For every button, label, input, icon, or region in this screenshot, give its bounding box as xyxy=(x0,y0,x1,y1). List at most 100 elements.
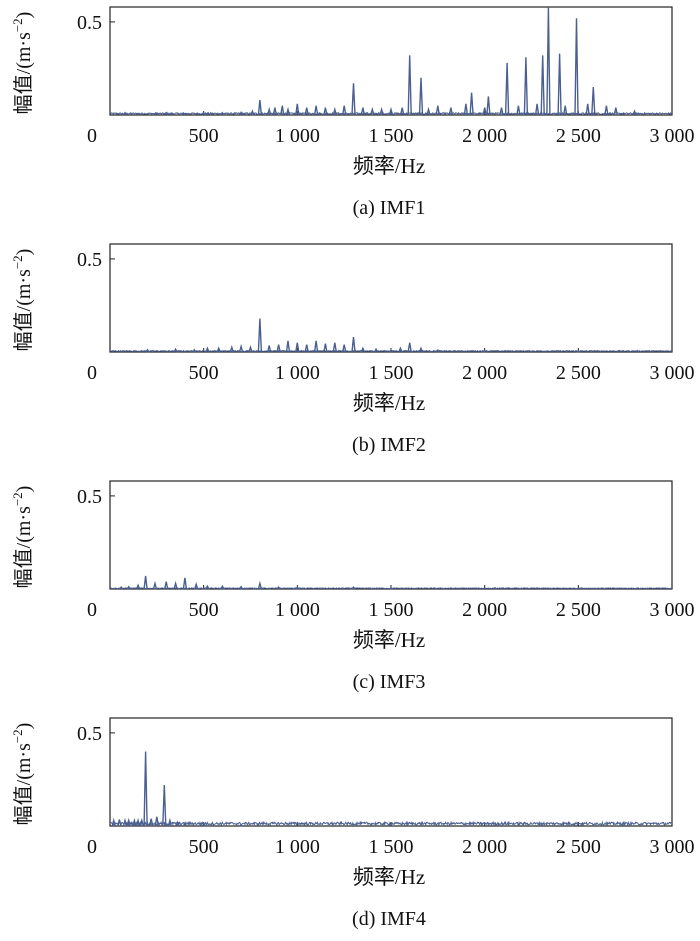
y-axis-label: 幅值/(m·s−2) xyxy=(10,486,35,589)
spectrum-peak xyxy=(276,585,281,590)
x-tick-label: 2 500 xyxy=(556,125,601,147)
spectrum-peak xyxy=(250,109,255,116)
spectrum-peak xyxy=(139,817,144,827)
spectrum-peak xyxy=(342,344,347,353)
spectrum-peak xyxy=(239,585,244,590)
spectrum-peak xyxy=(285,106,291,116)
plot-frame xyxy=(109,717,673,827)
x-tick-label: 0 xyxy=(87,362,97,384)
plot-frame xyxy=(109,243,673,353)
y-tick-label: 0.5 xyxy=(77,249,102,271)
spectrum-peak xyxy=(220,584,225,590)
spectrum-peak xyxy=(216,346,221,353)
spectrum-peak xyxy=(117,819,122,827)
spectrum-peak xyxy=(313,340,319,353)
spectrum-peak xyxy=(486,96,491,116)
spectrum-peak xyxy=(351,585,356,590)
spectrum-peak xyxy=(164,111,169,116)
spectrum-peak xyxy=(379,106,384,116)
spectrum-peak xyxy=(499,107,504,116)
plot-frame xyxy=(109,480,673,590)
spectrum-peak xyxy=(205,584,210,590)
spectrum-peak xyxy=(563,105,568,116)
x-tick-label: 500 xyxy=(189,836,219,858)
spectrum-peak xyxy=(111,817,116,827)
spectrum-peak xyxy=(162,784,167,827)
spectrum-peak xyxy=(342,105,347,116)
spectrum-peak xyxy=(182,577,188,590)
spectrum-peak xyxy=(435,105,440,116)
x-tick-label: 1 500 xyxy=(369,362,414,384)
spectrum-peak xyxy=(154,111,159,116)
x-tick-label: 1 500 xyxy=(369,125,414,147)
spectrum-peak xyxy=(534,103,540,116)
spectrum-peak xyxy=(389,587,393,590)
spectrum-peak xyxy=(267,106,272,116)
x-tick-label: 500 xyxy=(189,125,219,147)
spectrum-peak xyxy=(332,342,337,353)
spectrum-peak xyxy=(152,580,158,590)
spectrum-peak xyxy=(285,340,291,353)
spectrum-peak xyxy=(388,106,394,116)
x-tick-label: 500 xyxy=(189,362,219,384)
spectrum-peak xyxy=(267,345,272,353)
spectrum-peak xyxy=(463,103,469,116)
spectrum-peak xyxy=(132,817,137,827)
x-tick-label: 2 000 xyxy=(462,599,507,621)
spectrum-peak xyxy=(604,105,609,116)
spectrum-peak xyxy=(167,817,173,827)
y-tick-label: 0.5 xyxy=(77,486,102,508)
spectrum-peak xyxy=(276,344,281,353)
spectrum-peak xyxy=(280,105,285,116)
spectrum-peak xyxy=(201,111,206,116)
x-tick-label: 2 000 xyxy=(462,362,507,384)
spectrum-peak xyxy=(295,342,300,353)
spectrum-peak xyxy=(304,107,309,116)
x-tick-label: 1 000 xyxy=(275,836,320,858)
spectrum-peak xyxy=(173,347,178,353)
spectrum-peak xyxy=(516,105,521,116)
spectrum-peak xyxy=(295,103,300,116)
spectrum-peak xyxy=(523,57,529,116)
spectrum-peak xyxy=(122,111,128,116)
x-tick-label: 1 000 xyxy=(275,362,320,384)
spectrum-peak xyxy=(482,349,487,353)
spectrum-peak xyxy=(398,346,403,353)
spectrum-peak xyxy=(304,344,309,353)
x-tick-label: 2 000 xyxy=(462,836,507,858)
spectrum-peak xyxy=(546,6,551,116)
panel-caption: (c) IMF3 xyxy=(353,671,426,693)
x-axis-label: 频率/Hz xyxy=(353,865,425,889)
spectrum-peak xyxy=(323,107,328,116)
x-tick-label: 2 500 xyxy=(556,836,601,858)
panel-caption: (a) IMF1 xyxy=(353,197,426,219)
spectrum-peak xyxy=(418,346,424,353)
x-tick-label: 0 xyxy=(87,599,97,621)
spectrum-peak xyxy=(591,87,596,116)
spectrum-peak xyxy=(388,348,394,353)
spectrum-peak xyxy=(448,107,454,116)
spectrum-peak xyxy=(585,103,590,116)
spectrum-peak xyxy=(182,821,188,827)
spectrum-peak xyxy=(164,581,169,590)
spectrum-peak xyxy=(145,348,150,353)
spectrum-peak xyxy=(360,107,366,116)
spectrum-peak xyxy=(426,106,431,116)
spectrum-peak xyxy=(205,346,210,353)
spectrum-peak xyxy=(238,110,244,116)
spectrum-peak xyxy=(482,107,487,116)
spectrum-peak xyxy=(469,92,474,116)
spectrum-peak xyxy=(351,337,356,353)
spectrum-peak xyxy=(418,77,424,116)
y-tick-label: 0.5 xyxy=(77,723,102,745)
x-tick-label: 2 500 xyxy=(556,362,601,384)
y-axis-label: 幅值/(m·s−2) xyxy=(10,723,35,826)
spectrum-peak xyxy=(119,585,124,590)
spectrum-peak xyxy=(149,818,154,827)
x-tick-label: 1 000 xyxy=(275,125,320,147)
x-axis-label: 频率/Hz xyxy=(353,391,425,415)
x-tick-label: 1 000 xyxy=(275,599,320,621)
spectrum-peak xyxy=(122,817,128,827)
spectrum-peak xyxy=(373,347,379,353)
x-tick-label: 3 000 xyxy=(650,599,695,621)
